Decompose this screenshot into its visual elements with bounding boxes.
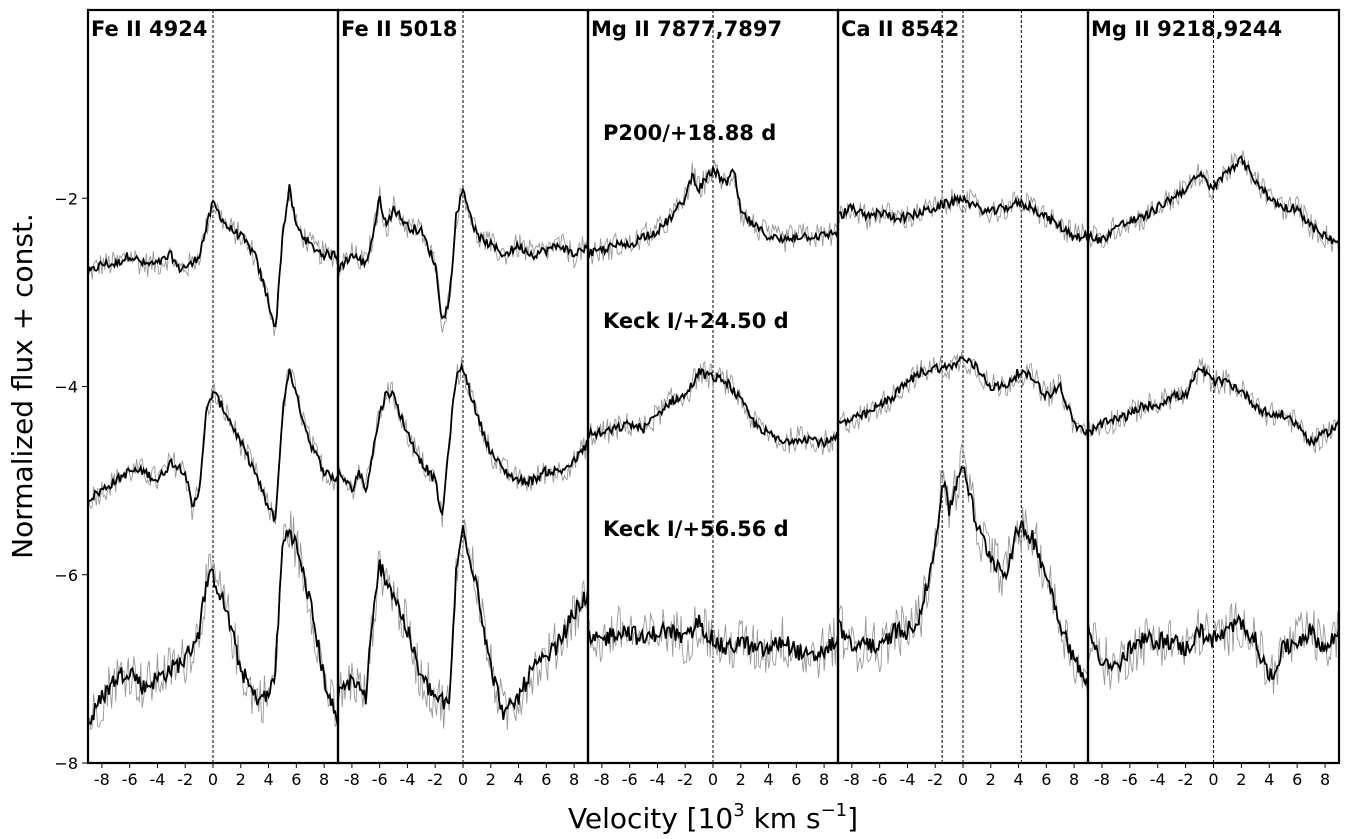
panel-1-xtick-label: -8 — [344, 770, 360, 789]
panel-0-raw-spectrum-0 — [87, 188, 339, 336]
x-axis-label: Velocity [103 km s−1] — [568, 800, 858, 835]
panel-0-smoothed-spectrum-2 — [87, 528, 339, 726]
panel-4-xtick-label: 8 — [1320, 770, 1330, 789]
panel-2-xtick-label: 2 — [736, 770, 746, 789]
panel-0-smoothed-spectrum-0 — [87, 184, 339, 328]
panel-2-xtick-label: -6 — [622, 770, 638, 789]
panel-1-smoothed-spectrum-2 — [337, 525, 589, 720]
panel-2-xtick-label: -2 — [677, 770, 693, 789]
panel-0-smoothed-spectrum-1 — [87, 368, 339, 524]
epoch-label-1: Keck I/+24.50 d — [603, 309, 789, 333]
panel-3-xtick-label: 2 — [986, 770, 996, 789]
panel-3-xtick-label: 4 — [1013, 770, 1023, 789]
panel-1-xtick-label: -6 — [372, 770, 388, 789]
panel-4-xtick-label: 6 — [1292, 770, 1302, 789]
panel-4-xtick-label: -8 — [1094, 770, 1110, 789]
panel-2-title: Mg II 7877,7897 — [591, 17, 782, 41]
panel-4-xtick-label: 0 — [1208, 770, 1218, 789]
panel-0-raw-spectrum-2 — [87, 510, 339, 739]
panel-1-xtick-label: 4 — [513, 770, 523, 789]
panel-1-xtick-label: 2 — [486, 770, 496, 789]
y-axis-label: Normalized flux + const. — [6, 213, 39, 559]
panel-4-smoothed-spectrum-0 — [1087, 155, 1340, 245]
panel-3-smoothed-spectrum-0 — [837, 193, 1089, 243]
panel-1-raw-spectrum-2 — [337, 519, 589, 730]
panel-4-smoothed-spectrum-1 — [1087, 365, 1340, 447]
panel-3-smoothed-spectrum-1 — [837, 356, 1089, 437]
panel-2-xtick-label: 6 — [791, 770, 801, 789]
panel-1-xtick-label: 6 — [541, 770, 551, 789]
panel-2-smoothed-spectrum-2 — [587, 614, 839, 662]
panel-4-xtick-label: -6 — [1122, 770, 1138, 789]
panels-group: Fe II 4924-8 -6 -4 -2 0 2 4 6 8Fe II 5018-8 -6 -4-… — [86, 8, 1341, 789]
panel-3-xtick-label: 0 — [958, 770, 968, 789]
panel-0-title: Fe II 4924 — [91, 17, 207, 41]
panel-0-xtick-label: 8 — [319, 770, 329, 789]
panel-4-xtick-label: 4 — [1264, 770, 1274, 789]
panel-0-xtick-label: 6 — [291, 770, 301, 789]
y-axis: −2 −4 −6 −8 — [54, 189, 88, 773]
panel-1-title: Fe II 5018 — [341, 17, 457, 41]
panel-1-smoothed-spectrum-0 — [337, 186, 589, 320]
panel-1-xtick-label: 8 — [569, 770, 579, 789]
panel-2-smoothed-spectrum-0 — [587, 166, 839, 259]
panel-2-xtick-label: 8 — [819, 770, 829, 789]
panel-4: Mg II 9218,9244 -8 -6 -4 -2 0 2 4 6 8 — [1086, 8, 1341, 789]
panel-2-xtick-label: 0 — [708, 770, 718, 789]
panel-3-xtick-label: -2 — [927, 770, 943, 789]
ytick-label: −2 — [54, 189, 78, 208]
panel-0-xtick-label: 4 — [263, 770, 273, 789]
panel-3-xtick-label: 8 — [1069, 770, 1079, 789]
ytick-label: −6 — [54, 566, 78, 585]
panel-1-xtick-label: 0 — [458, 770, 468, 789]
panel-3-title: Ca II 8542 — [841, 17, 959, 41]
panel-2-xtick-label: -8 — [594, 770, 610, 789]
panel-0-xtick-label: 2 — [236, 770, 246, 789]
panel-3-raw-spectrum-0 — [837, 188, 1089, 243]
panel-2-raw-spectrum-1 — [587, 360, 839, 455]
panel-2-xtick-label: -4 — [649, 770, 665, 789]
panel-4-xtick-label: -4 — [1150, 770, 1166, 789]
panel-2-smoothed-spectrum-1 — [587, 368, 839, 449]
panel-3-xtick-label: -4 — [899, 770, 915, 789]
panel-1-smoothed-spectrum-1 — [337, 362, 589, 517]
epoch-label-0: P200/+18.88 d — [603, 121, 776, 145]
panel-3-xtick-label: 6 — [1041, 770, 1051, 789]
panel-3-raw-spectrum-2 — [837, 443, 1089, 689]
panel-4-smoothed-spectrum-2 — [1087, 613, 1340, 683]
panel-1-xtick-label: -2 — [427, 770, 443, 789]
ytick-label: −8 — [54, 754, 78, 773]
panel-0-xtick-label: 0 — [208, 770, 218, 789]
panel-0-xtick-label: -4 — [149, 770, 165, 789]
panel-3: Ca II 8542 -8 -6 -4 -2 0 2 4 6 8 — [836, 8, 1090, 789]
panel-1-xtick-label: -4 — [399, 770, 415, 789]
panel-0: Fe II 4924 -8 -6 -4 -2 0 2 4 6 8 — [86, 8, 340, 789]
panel-3-xtick-label: -6 — [872, 770, 888, 789]
panel-4-xtick-label: -2 — [1178, 770, 1194, 789]
epoch-labels: P200/+18.88 d Keck I/+24.50 d Keck I/+56.5… — [603, 121, 789, 541]
panel-4-xtick-label: 2 — [1236, 770, 1246, 789]
panel-4-title: Mg II 9218,9244 — [1091, 17, 1282, 41]
panel-4-raw-spectrum-1 — [1087, 358, 1340, 454]
panel-2-xtick-label: 4 — [763, 770, 773, 789]
panel-0-xtick-label: -6 — [122, 770, 138, 789]
ytick-label: −4 — [54, 378, 78, 397]
panel-3-xtick-label: -8 — [844, 770, 860, 789]
panel-0-xtick-label: -2 — [177, 770, 193, 789]
panel-3-smoothed-spectrum-2 — [837, 465, 1089, 693]
panel-0-xtick-label: -8 — [94, 770, 110, 789]
panel-1: Fe II 5018 -8 -6 -4 -2 0 2 4 6 8 — [336, 8, 590, 789]
epoch-label-2: Keck I/+56.56 d — [603, 517, 789, 541]
